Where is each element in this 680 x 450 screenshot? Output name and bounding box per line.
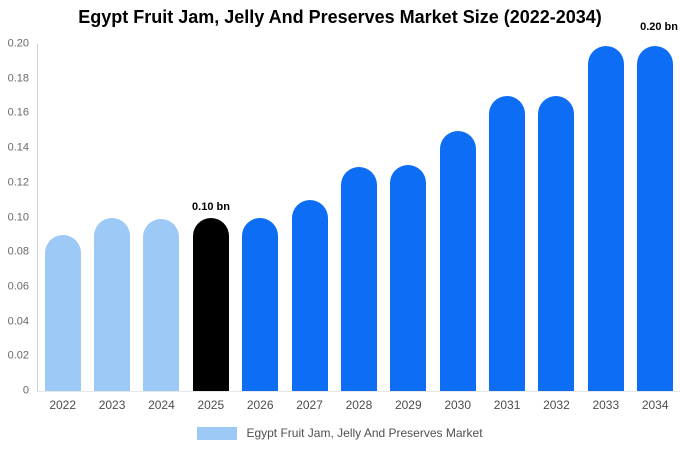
y-axis-line bbox=[37, 44, 38, 391]
y-tick-label-0.04: 0.04 bbox=[7, 315, 29, 328]
x-axis-line bbox=[37, 391, 680, 392]
y-tick-label-0.14: 0.14 bbox=[7, 141, 29, 154]
bar-2030[interactable] bbox=[439, 130, 476, 391]
bar-2028[interactable] bbox=[340, 167, 377, 391]
annotation-2034-value: 0.20 bn bbox=[640, 21, 678, 33]
x-axis-label-2027: 2027 bbox=[296, 398, 323, 412]
bar-2022[interactable] bbox=[44, 234, 81, 391]
x-axis-label-2025: 2025 bbox=[197, 398, 225, 412]
bar-2026[interactable] bbox=[242, 217, 279, 391]
bar-2034[interactable] bbox=[637, 45, 674, 391]
legend-item[interactable]: Egypt Fruit Jam, Jelly And Preserves Mar… bbox=[197, 426, 483, 440]
y-tick-label-0.02: 0.02 bbox=[7, 349, 29, 362]
bar-2033[interactable] bbox=[587, 45, 624, 391]
y-tick-label-0.20: 0.20 bbox=[7, 37, 29, 50]
y-tick-label-0.08: 0.08 bbox=[7, 245, 29, 258]
x-axis-label-2024: 2024 bbox=[148, 398, 175, 412]
bar-2027[interactable] bbox=[291, 200, 328, 391]
bars-area bbox=[38, 44, 680, 391]
x-axis-label-2029: 2029 bbox=[394, 398, 422, 412]
x-axis-label-2033: 2033 bbox=[592, 398, 620, 412]
x-axis-label-2026: 2026 bbox=[246, 398, 274, 412]
x-axis-label-2030: 2030 bbox=[444, 398, 472, 412]
x-axis-label-2028: 2028 bbox=[345, 398, 373, 412]
annotation-2025-value: 0.10 bn bbox=[192, 200, 230, 213]
legend-swatch bbox=[197, 426, 238, 440]
y-tick-label-0.12: 0.12 bbox=[7, 176, 29, 189]
x-axis-label-2031: 2031 bbox=[493, 398, 521, 412]
x-axis-label-2034: 2034 bbox=[641, 398, 669, 412]
legend: Egypt Fruit Jam, Jelly And Preserves Mar… bbox=[0, 426, 680, 440]
bar-2032[interactable] bbox=[538, 96, 575, 391]
x-axis-label-2023: 2023 bbox=[98, 398, 126, 412]
chart-title: Egypt Fruit Jam, Jelly And Preserves Mar… bbox=[78, 7, 602, 27]
bar-2024[interactable] bbox=[143, 219, 180, 391]
bar-2029[interactable] bbox=[390, 165, 427, 391]
bar-2025[interactable] bbox=[192, 217, 229, 391]
x-axis-label-2022: 2022 bbox=[49, 398, 77, 412]
x-axis: 2022 2023 2024 2025 2026 2027 2028 2029 2030 2031… bbox=[38, 398, 680, 412]
x-axis-label-2032: 2032 bbox=[543, 398, 570, 412]
y-tick-label-0.10: 0.10 bbox=[7, 211, 29, 223]
y-tick-label-0: 0 bbox=[22, 384, 29, 397]
bar-2031[interactable] bbox=[489, 96, 526, 391]
y-tick-label-0.16: 0.16 bbox=[7, 106, 29, 119]
y-tick-label-0.06: 0.06 bbox=[7, 280, 29, 293]
legend-label: Egypt Fruit Jam, Jelly And Preserves Mar… bbox=[246, 426, 483, 440]
y-tick-label-0.18: 0.18 bbox=[7, 72, 29, 85]
bar-2023[interactable] bbox=[94, 217, 131, 391]
